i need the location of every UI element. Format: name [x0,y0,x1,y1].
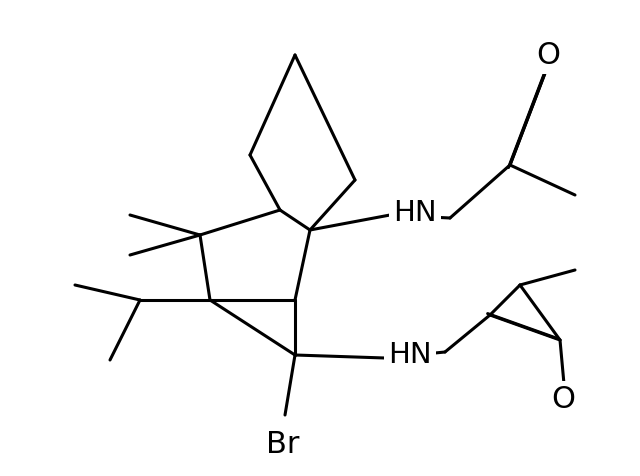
Text: Br: Br [266,430,300,459]
Text: HN: HN [393,199,436,227]
Text: O: O [551,386,575,415]
Text: O: O [536,40,560,69]
Text: HN: HN [388,341,431,369]
